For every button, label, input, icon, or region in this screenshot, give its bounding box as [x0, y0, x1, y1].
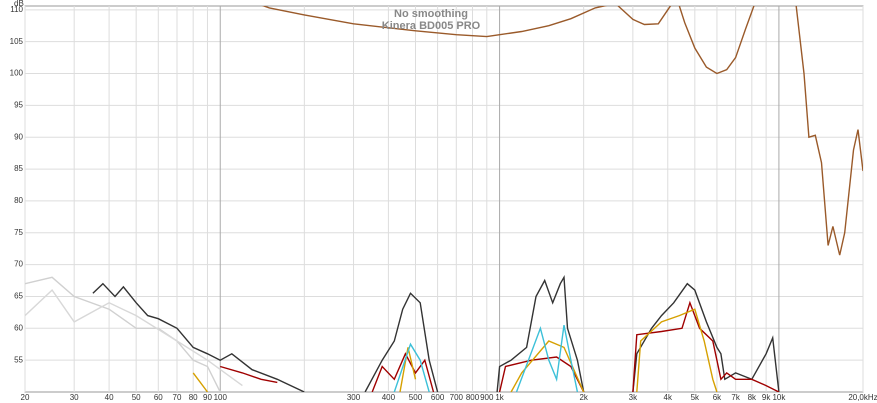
x-tick-label: 2k — [579, 393, 588, 402]
chart-title: No smoothing — [394, 8, 468, 20]
series-line — [393, 324, 579, 392]
series-line — [25, 289, 243, 387]
y-tick-label: 90 — [14, 132, 23, 141]
y-tick-label: 65 — [14, 292, 23, 301]
y-tick-label: 85 — [14, 164, 23, 173]
x-tick-label: 20,0kHz — [848, 393, 877, 402]
x-tick-label: 90 — [203, 393, 212, 402]
y-tick-label: 80 — [14, 196, 23, 205]
y-tick-label: 70 — [14, 260, 23, 269]
x-tick-label: 5k — [691, 393, 700, 402]
plot-area — [24, 5, 864, 393]
x-tick-label: 700 — [450, 393, 464, 402]
x-tick-label: 70 — [173, 393, 182, 402]
x-tick-label: 60 — [154, 393, 163, 402]
y-tick-label: 55 — [14, 355, 23, 364]
x-tick-label: 30 — [70, 393, 79, 402]
x-tick-label: 500 — [409, 393, 423, 402]
x-tick-label: 4k — [664, 393, 673, 402]
y-tick-label: 95 — [14, 100, 23, 109]
y-tick-label: 105 — [10, 37, 24, 46]
x-tick-label: 8k — [748, 393, 757, 402]
x-tick-label: 7k — [731, 393, 740, 402]
x-tick-label: 50 — [132, 393, 141, 402]
chart-subtitle: Kinera BD005 PRO — [382, 20, 481, 32]
x-tick-label: 800 — [466, 393, 480, 402]
x-tick-label: 20 — [21, 393, 30, 402]
x-tick-label: 9k — [762, 393, 771, 402]
y-tick-label: 100 — [10, 69, 24, 78]
x-tick-label: 100 — [214, 393, 228, 402]
y-tick-label: 110 — [10, 5, 23, 14]
x-tick-label: 900 — [480, 393, 494, 402]
series-line — [92, 274, 780, 392]
x-tick-label: 80 — [189, 393, 198, 402]
y-tick-label: 60 — [14, 323, 23, 332]
x-tick-label: 40 — [105, 393, 114, 402]
x-tick-label: 600 — [431, 393, 445, 402]
y-tick-label: 75 — [14, 228, 23, 237]
x-tick-label: 1k — [495, 393, 504, 402]
y-axis-label: dB — [14, 0, 24, 8]
x-tick-label: 6k — [713, 393, 722, 402]
series-line — [220, 300, 780, 392]
x-tick-label: 300 — [347, 393, 361, 402]
x-tick-label: 3k — [629, 393, 638, 402]
x-tick-label: 10k — [772, 393, 786, 402]
series-line — [25, 276, 221, 392]
series-line — [192, 308, 718, 392]
x-tick-label: 400 — [382, 393, 396, 402]
series-line — [261, 6, 863, 256]
